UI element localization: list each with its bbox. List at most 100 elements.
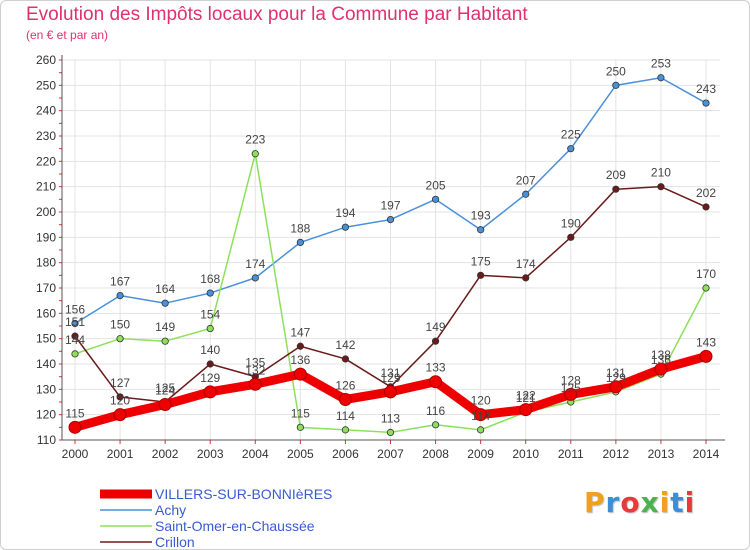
x-tick-label: 2013 (648, 447, 675, 461)
logo-letter: i (684, 486, 696, 519)
series-point-3 (657, 183, 665, 191)
y-tick-label: 230 (36, 129, 56, 143)
series-point-2 (386, 428, 395, 436)
x-tick-label: 2000 (62, 447, 89, 461)
data-label-1: 188 (290, 221, 310, 235)
series-point-1 (71, 319, 79, 328)
data-label-2: 150 (110, 318, 130, 332)
axes (59, 55, 725, 444)
data-label-1: 164 (155, 282, 175, 296)
series-point-2 (71, 350, 79, 358)
series-point-3 (71, 332, 79, 340)
series-point-2 (431, 421, 440, 429)
data-label-2: 170 (696, 267, 716, 281)
series-point-3 (116, 393, 124, 401)
data-label-1: 167 (110, 275, 130, 289)
series-point-0 (699, 349, 713, 363)
data-label-1: 253 (651, 57, 671, 71)
series-point-3 (341, 355, 350, 363)
data-label-2: 125 (561, 381, 581, 395)
series-point-3 (431, 337, 440, 345)
series-point-2 (251, 150, 259, 158)
series-point-0 (203, 385, 217, 399)
legend-label-2: Saint-Omer-en-Chaussée (155, 518, 315, 534)
data-label-0: 129 (380, 371, 400, 385)
y-tick-label: 180 (36, 256, 56, 270)
series-point-3 (567, 233, 575, 241)
series-point-3 (296, 342, 304, 350)
x-tick-label: 2011 (558, 447, 584, 461)
data-label-1: 174 (245, 257, 265, 271)
y-tick-label: 210 (36, 180, 56, 194)
data-label-3: 125 (155, 381, 175, 395)
chart-subtitle: (en € et par an) (26, 28, 109, 42)
logo-letter: x (640, 486, 660, 519)
x-tick-label: 2007 (377, 447, 404, 461)
y-tick-label: 260 (36, 53, 56, 67)
data-label-0: 129 (200, 371, 220, 385)
data-label-3: 175 (471, 254, 491, 268)
series-point-0 (474, 408, 488, 422)
y-tick-label: 160 (36, 306, 56, 320)
data-label-0: 133 (426, 361, 446, 375)
data-label-0: 122 (516, 389, 536, 403)
data-label-0: 143 (696, 335, 716, 349)
grid-lines (62, 59, 720, 441)
data-label-2: 114 (471, 409, 490, 423)
series-point-1 (206, 289, 214, 297)
logo-letter: t (670, 486, 685, 519)
data-label-1: 205 (426, 178, 446, 192)
data-label-1: 194 (335, 206, 355, 220)
data-label-2: 129 (606, 371, 626, 385)
series-point-1 (477, 226, 485, 234)
series-point-3 (702, 203, 710, 211)
data-label-0: 138 (651, 348, 671, 362)
data-label-2: 114 (336, 409, 355, 423)
series-point-1 (386, 216, 395, 224)
data-label-2: 136 (651, 353, 671, 367)
x-tick-label: 2006 (332, 447, 359, 461)
data-label-0: 132 (245, 363, 265, 377)
data-label-3: 209 (606, 168, 626, 182)
series-point-0 (293, 367, 307, 381)
y-tick-label: 190 (36, 230, 56, 244)
y-tick-label: 250 (36, 78, 56, 92)
series-point-3 (612, 185, 620, 193)
series-point-0 (338, 392, 352, 406)
series-point-0 (68, 420, 82, 434)
series-point-2 (341, 426, 350, 434)
data-label-3: 149 (426, 320, 446, 334)
series-point-1 (612, 81, 620, 89)
data-label-3: 140 (200, 343, 220, 357)
data-label-3: 190 (561, 216, 581, 230)
x-tick-label: 2014 (693, 447, 720, 461)
series-point-0 (158, 398, 172, 412)
data-label-3: 131 (380, 366, 400, 380)
data-label-0: 128 (561, 373, 581, 387)
data-label-1: 243 (696, 82, 716, 96)
data-label-3: 210 (651, 166, 671, 180)
data-label-3: 202 (696, 186, 716, 200)
series-point-0 (654, 362, 668, 376)
series-point-2 (296, 423, 304, 431)
series-point-1 (522, 190, 530, 198)
legend-label-0: VILLERS-SUR-BONNIèRES (155, 486, 332, 502)
series-point-1 (161, 299, 169, 307)
x-tick-label: 2009 (467, 447, 494, 461)
y-tick-label: 150 (36, 332, 56, 346)
data-label-2: 116 (426, 404, 445, 418)
data-label-1: 168 (200, 272, 220, 286)
data-label-3: 135 (245, 356, 265, 370)
data-label-3: 174 (516, 257, 536, 271)
data-label-1: 156 (65, 302, 85, 316)
series-point-0 (564, 387, 578, 401)
series-point-3 (477, 271, 485, 279)
series-point-0 (384, 385, 397, 399)
y-tick-label: 110 (37, 433, 56, 447)
logo-letter: o (620, 486, 641, 519)
y-tick-label: 200 (36, 205, 56, 219)
proxiti-logo: Proxiti (584, 486, 695, 519)
y-tick-label: 130 (36, 382, 56, 396)
data-label-1: 193 (471, 209, 491, 223)
x-tick-label: 2010 (512, 447, 539, 461)
